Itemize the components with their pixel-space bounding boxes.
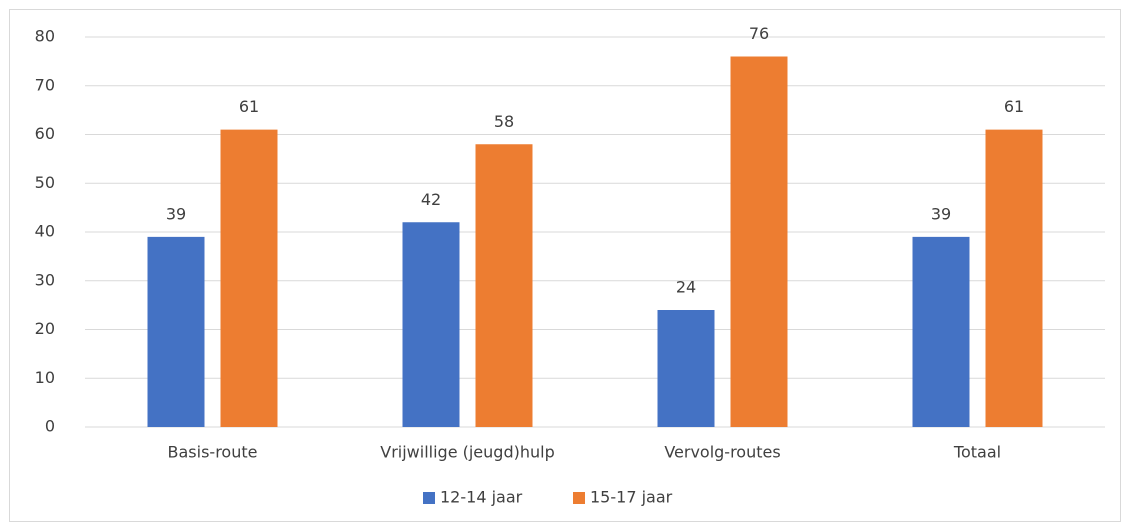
data-label: 61 — [1004, 97, 1024, 116]
legend-swatch — [423, 492, 435, 504]
bar — [730, 56, 788, 427]
bar — [147, 236, 205, 427]
x-tick-label: Vervolg-routes — [664, 443, 780, 462]
y-tick-label: 80 — [35, 27, 55, 46]
y-tick-label: 10 — [35, 368, 55, 387]
data-label: 39 — [166, 204, 186, 223]
y-tick-label: 40 — [35, 222, 55, 241]
legend-label: 12-14 jaar — [440, 488, 523, 507]
bar — [220, 129, 278, 427]
bar — [985, 129, 1043, 427]
x-tick-label: Totaal — [953, 443, 1001, 462]
data-label: 58 — [494, 112, 514, 131]
bar — [402, 222, 460, 427]
bar — [912, 236, 970, 427]
legend-label: 15-17 jaar — [590, 488, 673, 507]
legend-swatch — [573, 492, 585, 504]
x-tick-label: Vrijwillige (jeugd)hulp — [380, 443, 554, 462]
y-tick-label: 50 — [35, 173, 55, 192]
data-label: 39 — [931, 204, 951, 223]
data-label: 42 — [421, 190, 441, 209]
data-label: 61 — [239, 97, 259, 116]
x-tick-label: Basis-route — [168, 443, 258, 462]
data-label: 76 — [749, 24, 769, 43]
y-tick-label: 20 — [35, 319, 55, 338]
bar — [657, 310, 715, 427]
y-tick-label: 30 — [35, 270, 55, 289]
bar — [475, 144, 533, 427]
y-tick-label: 60 — [35, 124, 55, 143]
y-tick-label: 0 — [45, 417, 55, 436]
y-tick-label: 70 — [35, 75, 55, 94]
data-label: 24 — [676, 278, 696, 297]
